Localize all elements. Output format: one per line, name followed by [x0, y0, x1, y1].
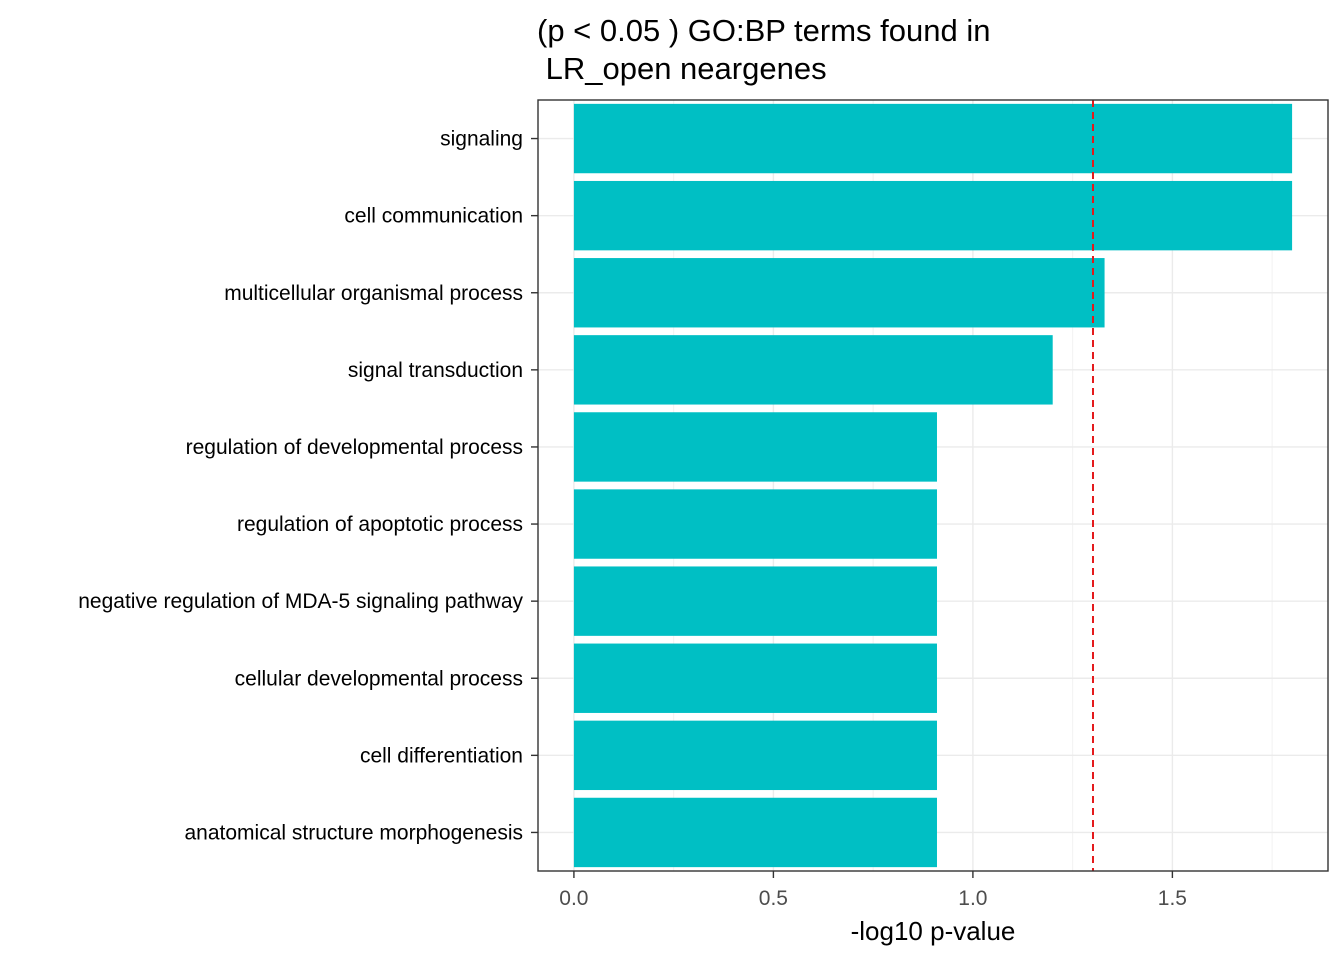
bar [573, 103, 1293, 174]
y-tick-label: anatomical structure morphogenesis [184, 821, 523, 844]
bar [573, 412, 937, 482]
y-tick-label: cell communication [344, 205, 523, 228]
x-axis-label: -log10 p-value [851, 916, 1016, 946]
bar [573, 720, 937, 791]
x-tick-label: 1.0 [958, 887, 987, 910]
bar [573, 335, 1053, 405]
y-tick-label: regulation of developmental process [186, 436, 523, 459]
bar [573, 797, 937, 868]
bar [573, 643, 937, 713]
x-tick-label: 0.5 [759, 887, 788, 910]
x-tick-label: 0.0 [559, 887, 588, 910]
y-tick-label: negative regulation of MDA-5 signaling p… [78, 590, 523, 613]
bar [573, 180, 1293, 251]
bar [573, 258, 1105, 328]
plot-panel-border [537, 99, 1329, 872]
bar [573, 566, 937, 636]
chart-title: (p < 0.05 ) GO:BP terms found in LR_open… [537, 13, 990, 86]
chart-title-line-1: (p < 0.05 ) GO:BP terms found in [537, 13, 990, 48]
chart-title-line-2: LR_open neargenes [537, 51, 827, 86]
y-tick-label: cell differentiation [360, 744, 523, 767]
bar [573, 489, 937, 559]
y-axis: signaling cell communication multicellular… [78, 128, 538, 844]
y-tick-label: signaling [440, 128, 523, 151]
x-axis: 0.0 0.5 1.0 1.5 [559, 871, 1187, 910]
y-tick-label: cellular developmental process [235, 667, 523, 690]
bar-series [573, 103, 1293, 868]
y-tick-label: signal transduction [348, 359, 523, 382]
y-tick-label: regulation of apoptotic process [237, 513, 523, 536]
x-tick-label: 1.5 [1158, 887, 1187, 910]
y-tick-label: multicellular organismal process [224, 282, 523, 305]
